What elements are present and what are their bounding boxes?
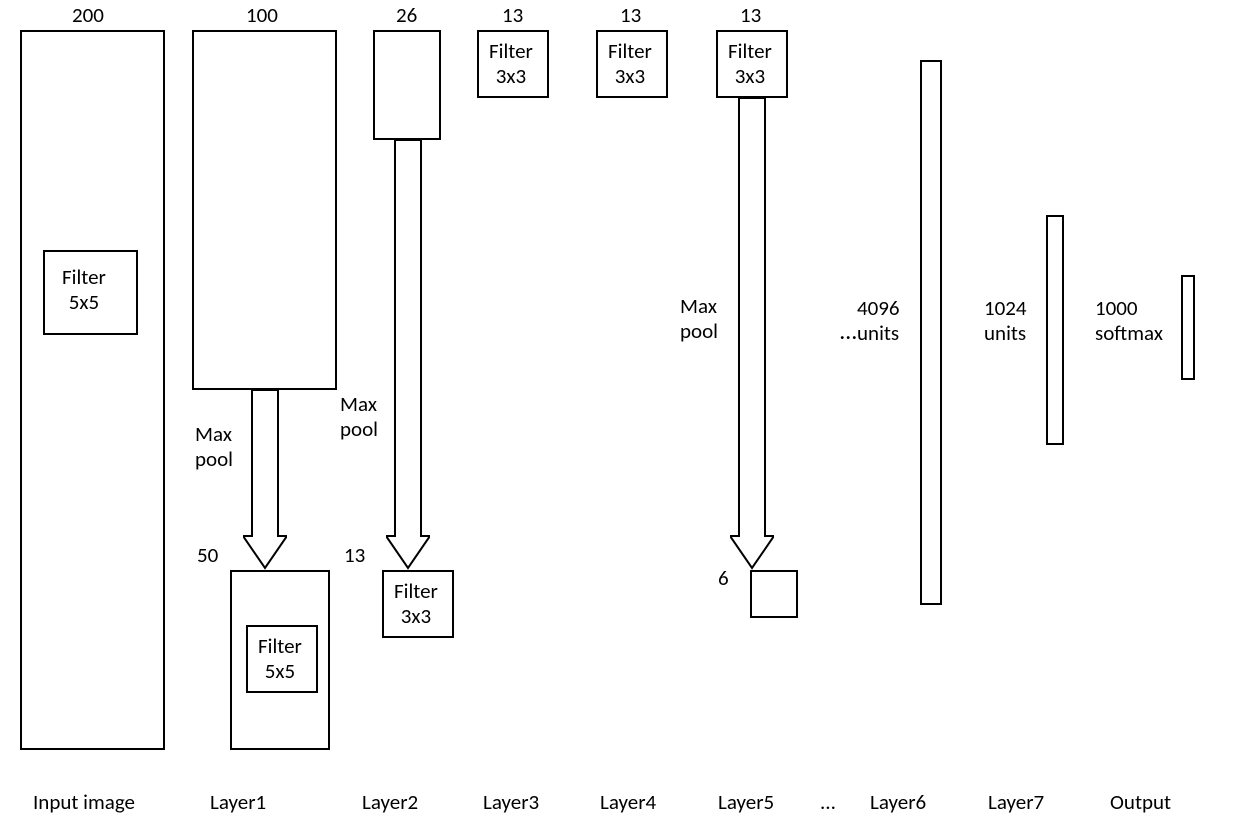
input-box	[20, 30, 165, 750]
layer1-pooled-label: 50	[197, 543, 218, 568]
layer3-top-label: 13	[502, 3, 523, 28]
layer2-box	[373, 30, 441, 140]
layer5-pooled-box	[750, 570, 798, 618]
diagram-canvas: 200 Filter 5x5 Input image 100 Max pool …	[0, 0, 1240, 837]
layer3-bottom-label: Layer3	[483, 790, 539, 815]
layer6-bottom-label: Layer6	[870, 790, 926, 815]
layer2-arrow-label: Max pool	[340, 392, 378, 442]
layer5-arrow	[730, 98, 774, 570]
layer7-label: 1024 units	[984, 296, 1027, 346]
layer1-top-label: 100	[246, 3, 278, 28]
layer1-box	[192, 30, 337, 390]
layer2-arrow	[386, 140, 430, 570]
layer5-arrow-label: Max pool	[680, 294, 718, 344]
layer1-arrow	[243, 390, 287, 570]
layer4-top-label: 13	[620, 3, 641, 28]
layer1-arrow-label: Max pool	[195, 422, 233, 472]
layer4-filter-text: Filter 3x3	[608, 39, 652, 89]
layer3-filter-text: Filter 3x3	[489, 39, 533, 89]
layer1-bottom-label: Layer1	[210, 790, 266, 815]
layer5-filter-text: Filter 3x3	[728, 39, 772, 89]
layer7-bottom-label: Layer7	[988, 790, 1044, 815]
output-bottom-label: Output	[1110, 790, 1171, 815]
layer6-label: 4096 units	[857, 296, 900, 346]
input-bottom-label: Input image	[33, 790, 135, 815]
layer2-pooled-label: 13	[344, 543, 365, 568]
layer2-bottom-label: Layer2	[362, 790, 418, 815]
input-top-label: 200	[72, 3, 104, 28]
layer4-bottom-label: Layer4	[600, 790, 656, 815]
layer5-pooled-label: 6	[718, 566, 729, 591]
layer2-filter-text: Filter 3x3	[394, 579, 438, 629]
layer5-top-label: 13	[740, 3, 761, 28]
layer6-ellipsis: …	[840, 318, 857, 347]
between-ellipsis: ...	[820, 790, 836, 815]
output-label: 1000 softmax	[1095, 296, 1163, 346]
layer1-filter-text: Filter 5x5	[258, 634, 302, 684]
output-box	[1181, 275, 1195, 380]
input-filter-text: Filter 5x5	[62, 265, 106, 315]
layer6-box	[920, 60, 942, 605]
layer7-box	[1046, 215, 1064, 445]
layer5-bottom-label: Layer5	[718, 790, 774, 815]
layer2-top-label: 26	[396, 3, 417, 28]
